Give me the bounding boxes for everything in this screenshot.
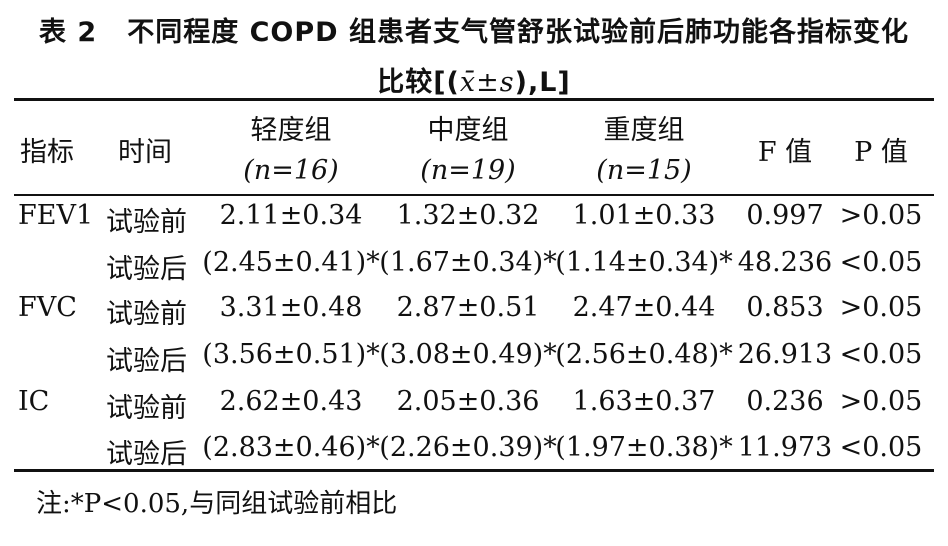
row-indicator: FEV1 (18, 200, 94, 231)
table-title-text: 不同程度 COPD 组患者支气管舒张试验前后肺功能各指标变化 (127, 17, 909, 48)
cell-moderate: 2.05±0.36 (396, 386, 540, 417)
header-group-mild-n: (n=16) (243, 155, 339, 186)
cell-f: 0.236 (746, 386, 824, 417)
cell-p: <0.05 (839, 339, 923, 370)
cell-severe: (1.14±0.34)* (555, 247, 733, 278)
cell-f: 0.997 (746, 200, 824, 231)
header-p-value: P 值 (854, 137, 908, 168)
cell-mild: (3.56±0.51)* (202, 339, 380, 370)
cell-p: >0.05 (839, 200, 923, 231)
row-time: 试验后 (106, 254, 187, 285)
title-suffix: ),L] (514, 67, 571, 98)
header-time: 时间 (118, 137, 172, 168)
header-group-mild: 轻度组 (250, 115, 332, 146)
row-indicator: FVC (18, 292, 77, 323)
cell-mild: 2.11±0.34 (219, 200, 363, 231)
table-title-line2: 比较[(x̄±s),L] (0, 60, 948, 99)
row-time: 试验前 (106, 207, 187, 238)
cell-severe: (1.97±0.38)* (555, 432, 733, 463)
cell-mild: 2.62±0.43 (219, 386, 363, 417)
cell-mild: (2.45±0.41)* (202, 247, 380, 278)
cell-p: <0.05 (839, 247, 923, 278)
title-stat: x̄±s (459, 67, 515, 98)
cell-moderate: (2.26±0.39)* (379, 432, 557, 463)
cell-f: 26.913 (737, 339, 833, 370)
cell-p: <0.05 (839, 432, 923, 463)
header-group-moderate: 中度组 (427, 115, 509, 146)
cell-f: 0.853 (746, 292, 824, 323)
cell-p: >0.05 (839, 386, 923, 417)
row-time: 试验前 (106, 393, 187, 424)
cell-mild: 3.31±0.48 (219, 292, 363, 323)
row-time: 试验后 (106, 439, 187, 470)
top-rule (14, 98, 934, 101)
cell-moderate: 1.32±0.32 (396, 200, 540, 231)
table-number: 表 2 (39, 17, 98, 48)
header-group-moderate-n: (n=19) (420, 155, 516, 186)
row-indicator: IC (18, 386, 50, 417)
cell-severe: 1.01±0.33 (572, 200, 716, 231)
row-time: 试验前 (106, 299, 187, 330)
header-indicator: 指标 (20, 137, 74, 168)
cell-p: >0.05 (839, 292, 923, 323)
header-group-severe-n: (n=15) (596, 155, 692, 186)
cell-severe: 1.63±0.37 (572, 386, 716, 417)
header-f-value: F 值 (757, 137, 813, 168)
header-rule (14, 194, 934, 196)
cell-f: 11.973 (737, 432, 833, 463)
cell-moderate: 2.87±0.51 (396, 292, 540, 323)
title-prefix: 比较[( (377, 67, 460, 98)
table-note: 注:*P<0.05,与同组试验前相比 (36, 489, 398, 519)
row-time: 试验后 (106, 346, 187, 377)
cell-severe: 2.47±0.44 (572, 292, 716, 323)
bottom-rule (14, 469, 934, 472)
header-group-severe: 重度组 (603, 115, 685, 146)
cell-moderate: (1.67±0.34)* (379, 247, 557, 278)
cell-severe: (2.56±0.48)* (555, 339, 733, 370)
cell-moderate: (3.08±0.49)* (379, 339, 557, 370)
cell-f: 48.236 (737, 247, 833, 278)
table-title: 表 2 不同程度 COPD 组患者支气管舒张试验前后肺功能各指标变化 (0, 10, 948, 49)
cell-mild: (2.83±0.46)* (202, 432, 380, 463)
